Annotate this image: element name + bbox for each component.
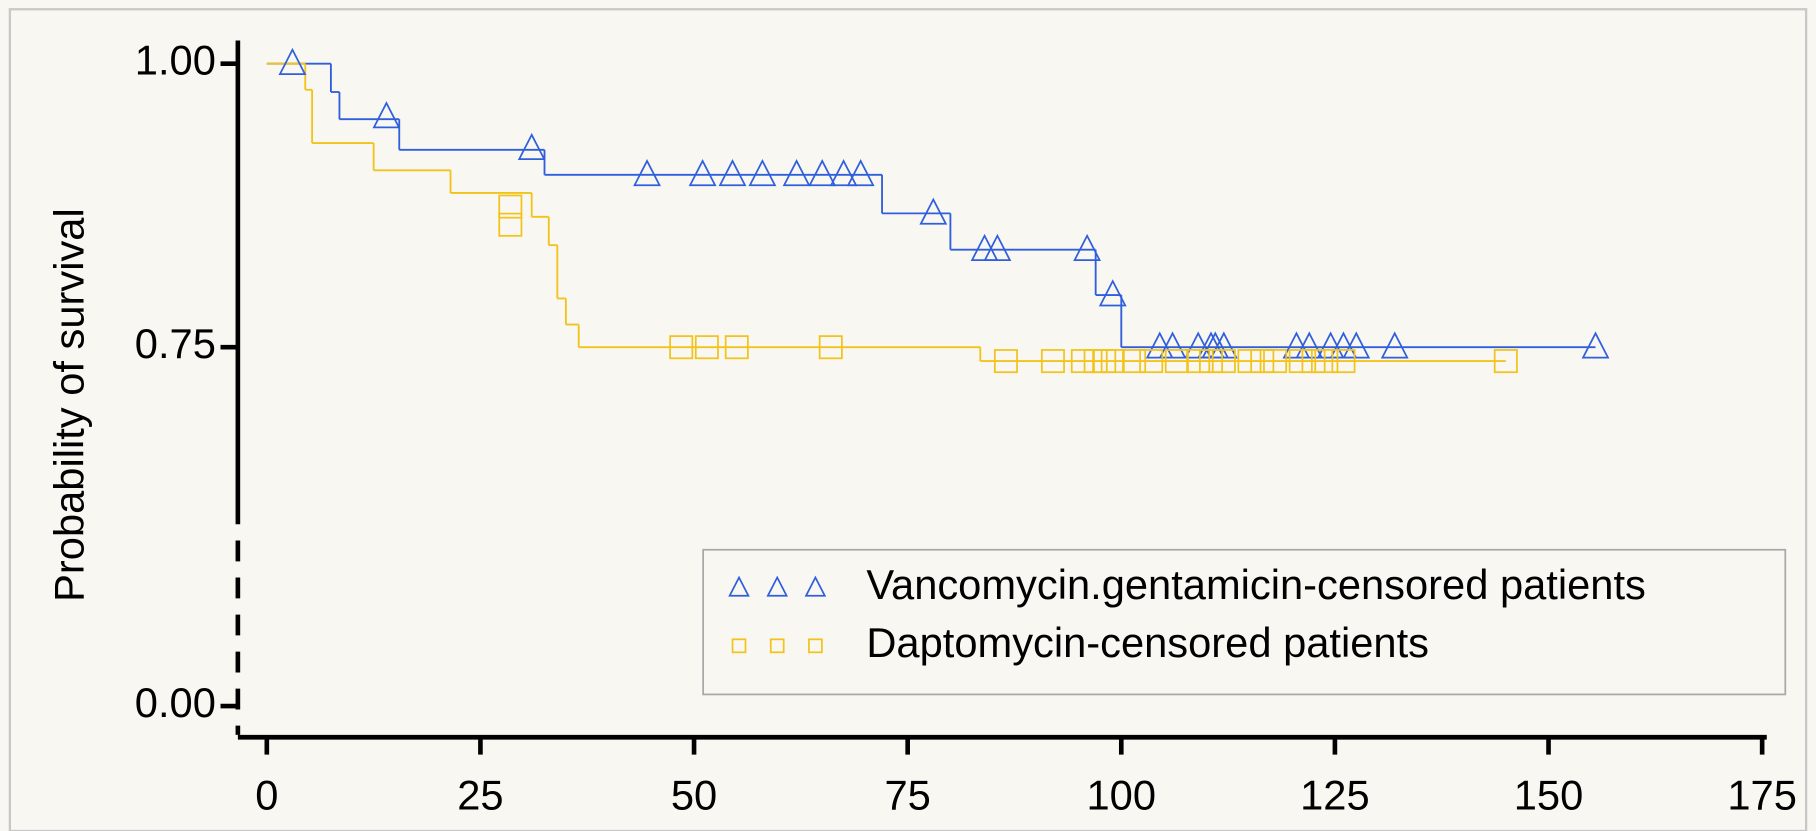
censor-marker	[1288, 349, 1313, 374]
censor-marker	[1342, 331, 1371, 359]
censor-marker	[688, 159, 717, 187]
x-tick-label: 125	[1300, 772, 1370, 819]
y-tick-label: 1.00	[135, 37, 216, 84]
censor-marker	[1098, 279, 1127, 307]
censor-marker	[1209, 331, 1238, 359]
legend-box	[702, 548, 1787, 696]
censor-marker	[1314, 349, 1339, 374]
frame	[8, 8, 1808, 831]
legend-marker	[728, 575, 750, 597]
x-tick-label: 100	[1087, 772, 1157, 819]
x-tick-label: 175	[1727, 772, 1797, 819]
censor-marker	[993, 349, 1018, 374]
censor-marker	[498, 194, 523, 219]
x-tick-label: 50	[671, 772, 717, 819]
censor-marker	[1073, 233, 1102, 261]
y-tick-label: 0.00	[135, 679, 216, 726]
x-tick-label: 75	[884, 772, 930, 819]
legend-marker	[766, 575, 789, 597]
censor-marker	[1301, 349, 1326, 374]
legend-marker	[769, 638, 785, 654]
censor-marker	[1139, 349, 1164, 374]
censor-marker	[748, 159, 777, 187]
censor-marker	[1493, 349, 1518, 374]
censor-marker	[517, 132, 546, 161]
censor-marker	[669, 335, 694, 360]
censor-marker	[983, 233, 1012, 261]
censor-marker	[846, 159, 875, 187]
censor-marker	[818, 335, 843, 360]
censor-marker	[1331, 349, 1356, 374]
censor-marker	[829, 159, 858, 187]
censor-marker	[1263, 349, 1288, 374]
censor-marker	[782, 159, 811, 187]
y-axis-label: Probability of survival	[45, 208, 92, 602]
legend-label: Daptomycin-censored patients	[866, 619, 1429, 666]
censor-marker	[1199, 349, 1223, 374]
censor-marker	[1581, 331, 1610, 359]
x-tick-label: 0	[255, 772, 278, 819]
censor-marker	[724, 335, 749, 360]
censor-marker	[1380, 331, 1409, 359]
legend-marker	[808, 638, 823, 654]
x-tick-label: 25	[457, 772, 503, 819]
censor-marker	[498, 212, 523, 237]
censor-marker	[1040, 349, 1065, 374]
censor-marker	[1237, 349, 1262, 374]
censor-marker	[1186, 349, 1211, 374]
x-tick-label: 150	[1514, 772, 1584, 819]
censor-marker	[1122, 349, 1147, 374]
censor-marker	[694, 335, 719, 360]
legend-marker	[804, 575, 827, 597]
censor-marker	[1158, 331, 1187, 359]
censor-marker	[1250, 349, 1275, 374]
censor-marker	[372, 101, 401, 129]
censor-marker	[1295, 331, 1324, 359]
censor-marker	[278, 47, 307, 75]
legend-marker	[731, 638, 747, 654]
legend-label: Vancomycin.gentamicin-censored patients	[866, 561, 1646, 608]
censor-marker	[919, 197, 948, 225]
censor-marker	[808, 159, 837, 187]
censor-marker	[718, 159, 747, 187]
y-tick-label: 0.75	[135, 320, 216, 367]
censor-marker	[1211, 349, 1236, 374]
censor-marker	[633, 159, 661, 187]
